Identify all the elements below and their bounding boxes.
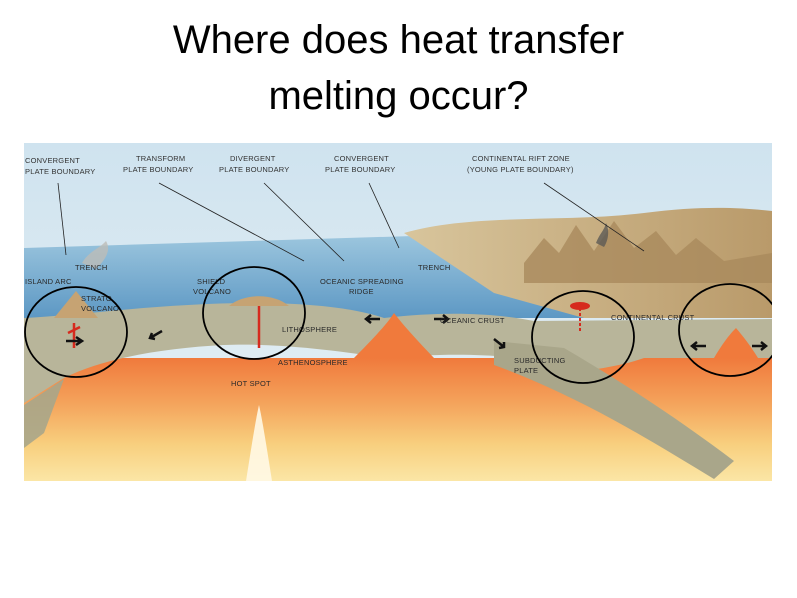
lithosphere-left	[24, 303, 384, 403]
arrow-rift-left	[689, 341, 706, 351]
circle-continental	[531, 290, 635, 384]
label-transform-2: PLATE BOUNDARY	[123, 165, 193, 174]
ridge-bulge	[354, 313, 434, 358]
label-lithosphere: LITHOSPHERE	[282, 325, 337, 334]
label-ridge-2: RIDGE	[349, 287, 374, 296]
strato-volcano	[54, 291, 98, 318]
volcano-plume-left	[82, 241, 109, 269]
label-rift-1: CONTINENTAL RIFT ZONE	[472, 154, 570, 163]
shield-volcano	[229, 296, 289, 306]
arrow-ridge-right	[434, 314, 451, 324]
label-hot-spot: HOT SPOT	[231, 379, 271, 388]
circle-rift	[678, 283, 772, 377]
label-rift-2: (YOUNG PLATE BOUNDARY)	[467, 165, 574, 174]
label-subducting-2: PLATE	[514, 366, 538, 375]
label-divergent-1: DIVERGENT	[230, 154, 276, 163]
arrow-down-left	[148, 329, 163, 341]
label-strato-1: STRATO	[81, 294, 112, 303]
rift-bulge	[714, 328, 758, 358]
label-trench-right: TRENCH	[418, 263, 450, 272]
label-oceanic-crust: OCEANIC CRUST	[440, 316, 505, 325]
mountains	[524, 221, 772, 283]
slide-title-line-2: melting occur?	[268, 74, 529, 118]
arrow-left-plate	[66, 335, 85, 347]
slide-title-line-1: Where does heat transfer	[172, 18, 625, 62]
label-convergent-mid-1: CONVERGENT	[334, 154, 389, 163]
label-continental-crust: CONTINENTAL CRUST	[611, 313, 695, 322]
label-island-arc: ISLAND ARC	[25, 277, 72, 286]
magma-chamber	[570, 302, 590, 310]
label-shield-2: VOLCANO	[193, 287, 231, 296]
arrow-subducting	[493, 338, 506, 350]
arrow-rift-right	[752, 341, 769, 351]
label-shield-1: SHIELD	[197, 277, 226, 286]
subducting-slab-left	[24, 379, 64, 448]
label-transform-1: TRANSFORM	[136, 154, 185, 163]
leader-lines	[57, 182, 645, 262]
label-asthenosphere: ASTHENOSPHERE	[278, 358, 348, 367]
label-trench-left: TRENCH	[75, 263, 107, 272]
label-ridge-1: OCEANIC SPREADING	[320, 277, 404, 286]
arrow-ridge-left	[363, 314, 380, 324]
circle-hot-spot	[202, 266, 306, 360]
label-convergent-mid-2: PLATE BOUNDARY	[325, 165, 395, 174]
volcano-plume-right	[596, 223, 609, 247]
label-strato-2: VOLCANO	[81, 304, 119, 313]
highlight-circles	[24, 266, 772, 384]
label-convergent-left-1: CONVERGENT	[25, 156, 80, 165]
hot-spot-plume	[246, 405, 272, 481]
label-convergent-left-2: PLATE BOUNDARY	[25, 167, 95, 176]
magma-strato	[67, 323, 81, 348]
label-divergent-2: PLATE BOUNDARY	[219, 165, 289, 174]
plate-tectonics-diagram: CONVERGENT PLATE BOUNDARY TRANSFORM PLAT…	[24, 143, 772, 481]
lithosphere-right	[384, 313, 772, 371]
circle-island-arc	[24, 286, 128, 378]
